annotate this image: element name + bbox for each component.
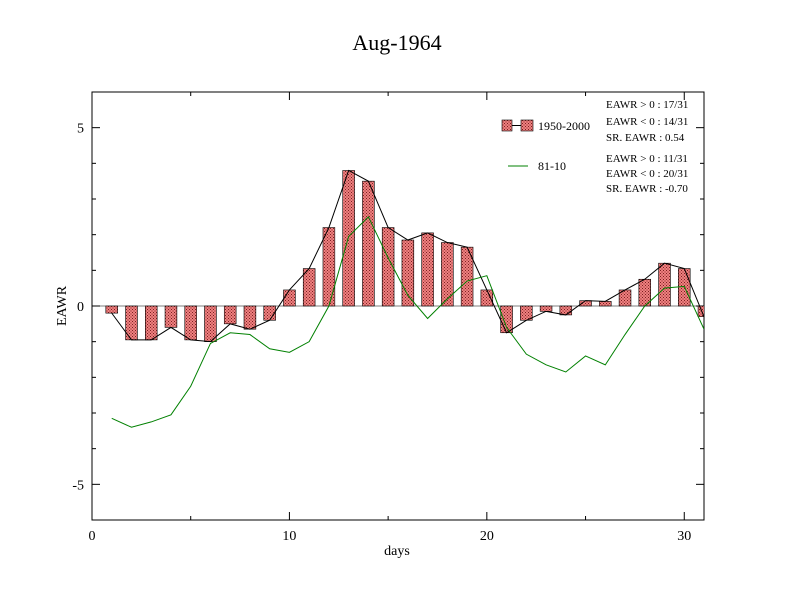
x-axis-label: days	[384, 544, 410, 559]
y-tick-label: -5	[72, 478, 84, 493]
x-tick-label: 20	[480, 529, 494, 544]
bar	[302, 268, 316, 307]
stat-8110-negative: EAWR < 0 : 20/31	[606, 168, 688, 180]
stat-8110-positive: EAWR > 0 : 11/31	[606, 153, 688, 165]
stat-1950-negative: EAWR < 0 : 14/31	[606, 116, 688, 128]
series-1950-2000-line	[111, 169, 704, 343]
bar	[105, 305, 118, 314]
stat-8110-sr: SR. EAWR : -0.70	[606, 183, 688, 195]
bar	[401, 239, 415, 307]
stat-1950-sr: SR. EAWR : 0.54	[606, 132, 685, 144]
bar	[322, 227, 336, 307]
chart-title: Aug-1964	[352, 30, 441, 55]
legend-swatch-bar-right	[520, 119, 534, 132]
y-tick-label: 0	[77, 300, 84, 315]
bar	[243, 305, 257, 330]
bar	[184, 305, 197, 341]
plot-area	[105, 169, 704, 428]
bar	[559, 305, 573, 316]
x-axis: 0 10 20 30	[89, 92, 691, 544]
series-81-10-line	[111, 215, 704, 428]
legend-label-81-10: 81-10	[538, 159, 566, 173]
bar	[145, 305, 158, 341]
bar	[599, 301, 612, 307]
bar	[164, 305, 178, 328]
bar	[500, 305, 513, 334]
bar	[283, 289, 296, 307]
bar	[223, 305, 237, 325]
legend-swatch-bar-left	[501, 119, 513, 132]
y-axis-label: EAWR	[55, 285, 70, 326]
bar	[658, 262, 671, 307]
bar	[441, 242, 454, 307]
legend-label-1950-2000: 1950-2000	[538, 119, 590, 133]
x-tick-label: 30	[677, 529, 691, 544]
x-tick-label: 0	[89, 529, 96, 544]
legend: 1950-2000 81-10 EAWR > 0 : 17/31 EAWR < …	[501, 99, 688, 195]
stat-1950-positive: EAWR > 0 : 17/31	[606, 99, 688, 111]
bar	[204, 305, 217, 342]
bar-series	[105, 170, 704, 342]
bar	[362, 180, 375, 307]
bar	[421, 232, 434, 307]
x-tick-label: 10	[282, 529, 296, 544]
bar	[539, 305, 553, 312]
y-tick-label: 5	[77, 122, 84, 137]
